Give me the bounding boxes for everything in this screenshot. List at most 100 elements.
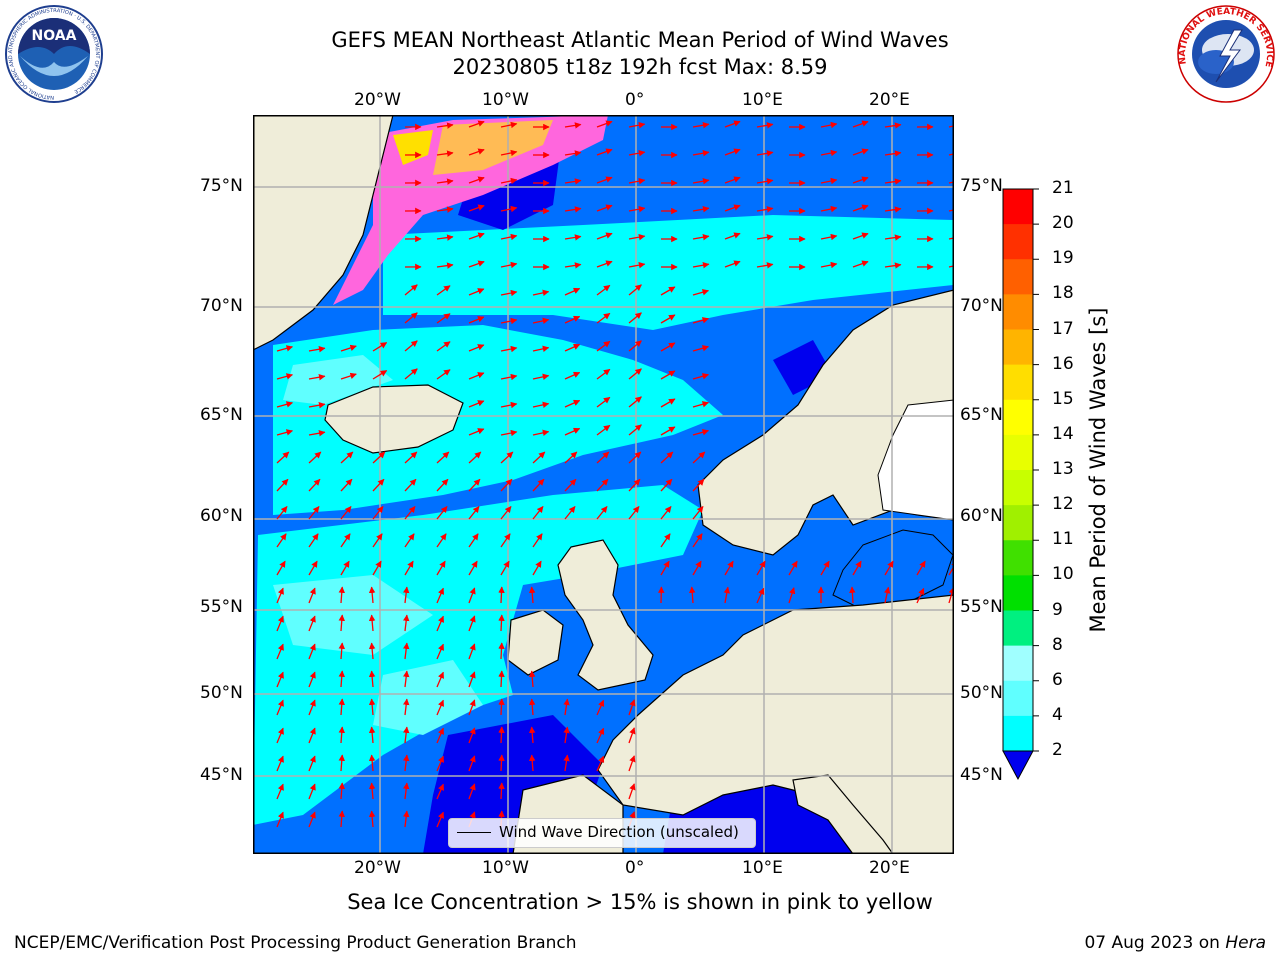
colorbar-segment — [1003, 715, 1033, 752]
colorbar-tick-label: 6 — [1052, 669, 1063, 690]
wave-direction-arrow — [498, 642, 505, 660]
svg-text:NOAA: NOAA — [32, 28, 77, 44]
colorbar-segment — [1003, 294, 1033, 330]
wave-direction-arrow — [308, 402, 326, 409]
wave-direction-arrow — [340, 533, 351, 548]
wave-direction-arrow — [368, 810, 376, 828]
wave-direction-arrow — [468, 400, 485, 408]
wave-direction-arrow — [528, 698, 536, 716]
wave-direction-arrow — [338, 782, 346, 800]
wave-direction-arrow — [308, 374, 326, 381]
wave-period-map — [253, 115, 954, 854]
wave-direction-arrow — [820, 560, 830, 576]
wave-direction-arrow — [436, 369, 451, 380]
wave-direction-arrow — [308, 533, 319, 548]
wave-direction-arrow — [660, 370, 676, 380]
wave-direction-arrow — [724, 560, 734, 576]
wave-direction-arrow — [276, 615, 284, 632]
wave-direction-arrow — [528, 670, 536, 688]
wave-direction-arrow — [500, 478, 513, 492]
wave-direction-arrow — [628, 205, 646, 213]
wave-direction-arrow — [596, 176, 613, 184]
right-lat-label: 75°N — [960, 176, 1003, 196]
credit-line: NCEP/EMC/Verification Post Processing Pr… — [14, 933, 577, 953]
wave-direction-arrow — [500, 261, 518, 269]
wave-direction-arrow — [532, 373, 550, 381]
wave-direction-arrow — [596, 260, 613, 268]
wave-direction-arrow — [498, 754, 505, 772]
wave-direction-arrow — [436, 285, 451, 296]
wave-direction-arrow — [468, 260, 485, 268]
wave-direction-arrow — [756, 262, 774, 269]
wave-direction-arrow — [498, 782, 505, 800]
wave-direction-arrow — [852, 120, 869, 128]
wave-direction-arrow — [308, 505, 320, 520]
map-subtitle: 20230805 t18z 192h fcst Max: 8.59 — [452, 55, 828, 79]
wave-direction-arrow — [884, 150, 902, 157]
wave-direction-arrow — [916, 560, 926, 576]
wave-direction-arrow — [436, 234, 454, 241]
wave-direction-arrow — [564, 178, 582, 185]
wave-direction-arrow — [276, 560, 286, 576]
wave-direction-arrow — [500, 233, 518, 241]
wave-direction-arrow — [596, 148, 613, 156]
right-lat-label: 50°N — [960, 683, 1003, 703]
wave-direction-arrow — [532, 560, 542, 576]
wave-direction-arrow — [532, 451, 546, 464]
wave-direction-arrow — [692, 478, 705, 492]
colorbar-segment — [1003, 610, 1033, 647]
wave-direction-arrow — [564, 150, 582, 157]
wave-direction-arrow — [276, 478, 289, 492]
wave-direction-arrow — [500, 177, 518, 185]
wave-period-6-8-patch — [373, 660, 483, 735]
right-lat-label: 45°N — [960, 765, 1003, 785]
wave-direction-arrow — [563, 754, 570, 772]
colorbar-tick-label: 18 — [1052, 283, 1074, 304]
wave-direction-arrow — [628, 340, 642, 352]
colorbar-label: Mean Period of Wind Waves [s] — [1086, 307, 1110, 633]
wave-direction-arrow — [500, 451, 514, 464]
colorbar-segment — [1003, 434, 1033, 471]
colorbar-segment — [1003, 189, 1033, 225]
wave-direction-arrow — [628, 396, 642, 408]
wave-direction-arrow — [628, 424, 642, 436]
wave-direction-arrow — [404, 340, 418, 352]
wave-direction-arrow — [468, 533, 479, 548]
wave-direction-arrow — [404, 505, 416, 520]
wave-direction-arrow — [468, 478, 481, 492]
colorbar-segment — [1003, 470, 1033, 506]
wave-direction-arrow — [948, 265, 954, 268]
wave-direction-arrow — [436, 783, 444, 800]
wave-direction-arrow — [692, 262, 710, 269]
wave-direction-arrow — [628, 368, 642, 380]
wave-direction-arrow — [500, 289, 518, 297]
wave-direction-arrow — [852, 148, 869, 156]
wave-direction-arrow — [368, 782, 376, 800]
scotland-england-land — [557, 539, 654, 691]
wave-direction-arrow — [468, 316, 485, 324]
sea-ice-high — [433, 120, 553, 175]
wave-direction-arrow — [338, 670, 346, 688]
wave-direction-arrow — [628, 312, 642, 324]
wave-direction-arrow — [596, 727, 605, 744]
wave-direction-arrow — [276, 429, 294, 436]
wave-direction-arrow — [468, 176, 485, 184]
wave-direction-arrow — [402, 782, 410, 800]
wave-direction-arrow — [468, 505, 480, 520]
wave-direction-arrow — [849, 586, 856, 604]
wave-direction-arrow — [596, 340, 611, 352]
wave-direction-arrow — [820, 149, 838, 157]
wave-direction-arrow — [308, 783, 316, 800]
wave-direction-arrow — [436, 727, 444, 744]
wave-direction-arrow — [468, 428, 485, 436]
wave-direction-arrow — [340, 372, 357, 380]
wave-direction-arrow — [948, 181, 954, 184]
colorbar-tick-label: 2 — [1052, 740, 1063, 760]
wave-direction-arrow — [402, 586, 410, 604]
wave-direction-arrow — [596, 232, 613, 240]
bottom-lon-label: 0° — [625, 858, 645, 878]
wave-direction-arrow — [338, 810, 346, 828]
wave-direction-arrow — [756, 234, 774, 241]
colorbar-segment — [1003, 399, 1033, 436]
wave-direction-arrow — [402, 614, 410, 632]
